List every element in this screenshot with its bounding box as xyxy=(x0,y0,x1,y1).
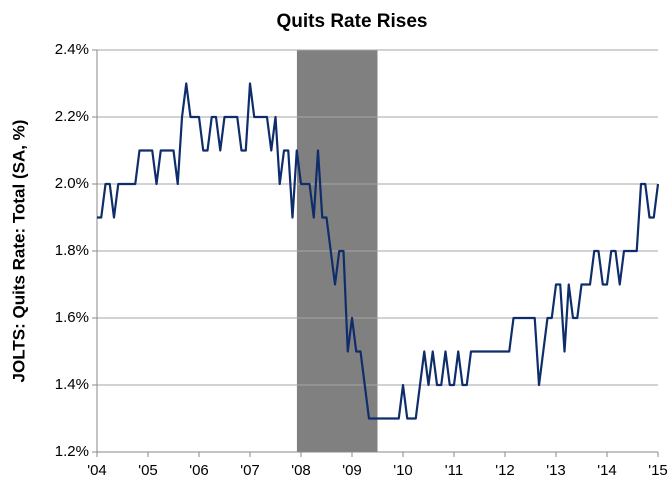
x-tick-label: '14 xyxy=(597,462,617,479)
x-tick-label: '04 xyxy=(87,462,107,479)
y-tick-label: 2.0% xyxy=(55,175,89,192)
x-tick-label: '12 xyxy=(495,462,515,479)
y-tick-label: 1.2% xyxy=(55,443,89,460)
x-tick-label: '13 xyxy=(546,462,566,479)
x-tick-label: '05 xyxy=(138,462,158,479)
y-tick-label: 2.2% xyxy=(55,108,89,125)
y-tick-label: 1.6% xyxy=(55,309,89,326)
y-tick-label: 2.4% xyxy=(55,41,89,58)
y-tick-label: 1.8% xyxy=(55,242,89,259)
x-tick-label: '10 xyxy=(393,462,413,479)
x-tick-label: '07 xyxy=(240,462,260,479)
data-line xyxy=(97,82,660,420)
y-axis-label: JOLTS: Quits Rate: Total (SA, %) xyxy=(9,120,28,383)
x-tick-label: '11 xyxy=(445,462,463,479)
x-tick-label: '08 xyxy=(291,462,311,479)
x-tick-label: '15 xyxy=(648,462,668,479)
chart-title: Quits Rate Rises xyxy=(277,11,428,32)
x-tick-label: '06 xyxy=(189,462,209,479)
y-tick-label: 1.4% xyxy=(55,376,89,393)
x-tick-label: '09 xyxy=(342,462,362,479)
